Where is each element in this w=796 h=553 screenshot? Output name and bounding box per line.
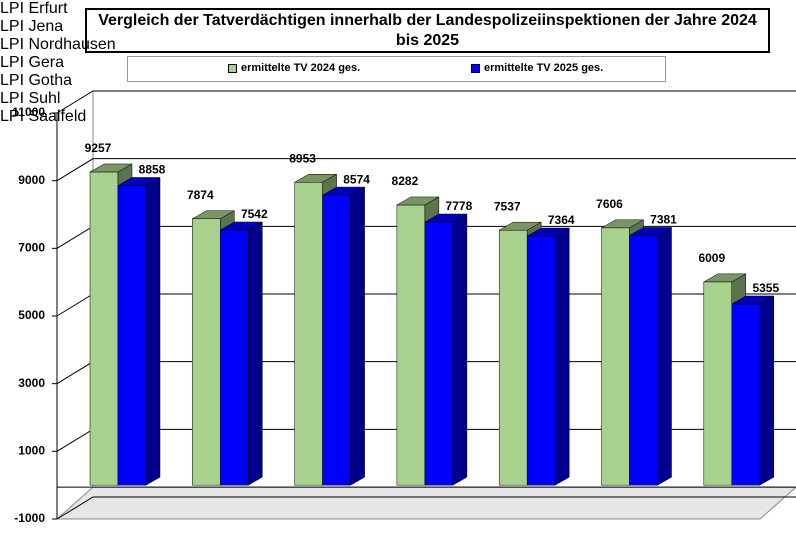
bar-side: [145, 177, 161, 486]
legend-swatch: [471, 63, 480, 73]
x-tick-label: LPI Saalfeld: [0, 108, 87, 125]
bar-front: [526, 235, 556, 486]
legend-label: ermittelte TV 2024 ges.: [241, 62, 361, 74]
grid-line: [56, 158, 796, 182]
bar: [526, 227, 571, 486]
x-tick-label: LPI Gotha: [0, 72, 73, 89]
bar-side: [248, 221, 263, 486]
x-tick-label: LPI Gera: [0, 54, 65, 71]
legend-item: ermittelte TV 2024 ges.: [228, 62, 360, 74]
value-label: 8858: [139, 163, 166, 177]
legend-label: ermittelte TV 2025 ges.: [484, 62, 604, 74]
bar-front: [322, 194, 351, 486]
value-label: 7364: [548, 213, 575, 227]
floor: [55, 486, 796, 520]
bar-front: [294, 182, 323, 486]
y-tick-label: 5000: [18, 308, 45, 322]
bar-side: [452, 213, 468, 486]
y-tick-label: 9000: [18, 173, 45, 187]
bar: [219, 221, 264, 486]
legend-swatch: [228, 63, 237, 73]
bar: [423, 213, 468, 486]
bar: [730, 295, 775, 486]
value-label: 7778: [446, 199, 473, 213]
value-label: 8282: [392, 174, 419, 188]
bar-front: [117, 185, 147, 486]
value-label: 8953: [289, 151, 316, 165]
bar-front: [498, 229, 528, 486]
bar-front: [601, 227, 630, 486]
x-tick-label: LPI Suhl: [0, 90, 61, 107]
bar-front: [396, 204, 426, 486]
value-label: 7606: [596, 197, 623, 211]
value-label: 7537: [494, 199, 521, 213]
chart-title: Vergleich der Tatverdächtigen innerhalb …: [85, 8, 770, 53]
bar-front: [192, 218, 221, 486]
bar: [628, 227, 673, 486]
value-label: 9257: [85, 141, 112, 155]
bar-front: [220, 229, 249, 486]
bar-side: [657, 227, 672, 486]
bar-side: [350, 186, 365, 486]
value-label: 8574: [343, 172, 370, 186]
grid-line: [56, 90, 796, 114]
bar-front: [703, 281, 733, 486]
x-tick-label: LPI Jena: [0, 18, 64, 35]
bar-side: [554, 227, 570, 486]
legend-item: ermittelte TV 2025 ges.: [471, 62, 603, 74]
value-label: 7542: [241, 207, 268, 221]
value-label: 7381: [650, 213, 677, 227]
value-label: 5355: [752, 281, 779, 295]
y-tick-label: -1000: [14, 511, 45, 525]
bar-front: [424, 221, 454, 486]
y-tick-label: 11000: [12, 105, 45, 119]
bar: [321, 186, 366, 486]
value-label: 7874: [187, 188, 214, 202]
legend: ermittelte TV 2024 ges. ermittelte TV 202…: [127, 56, 666, 82]
bar-front: [89, 171, 119, 486]
x-tick-label: LPI Erfurt: [0, 0, 68, 17]
bar: [117, 177, 161, 486]
value-label: 6009: [698, 251, 725, 265]
y-tick-label: 1000: [18, 444, 45, 458]
bar-side: [759, 295, 775, 486]
bar-front: [629, 235, 658, 486]
bar-front: [731, 303, 761, 486]
grid-line: [56, 496, 796, 520]
y-tick-label: 7000: [18, 241, 45, 255]
y-tick-label: 3000: [18, 376, 45, 390]
